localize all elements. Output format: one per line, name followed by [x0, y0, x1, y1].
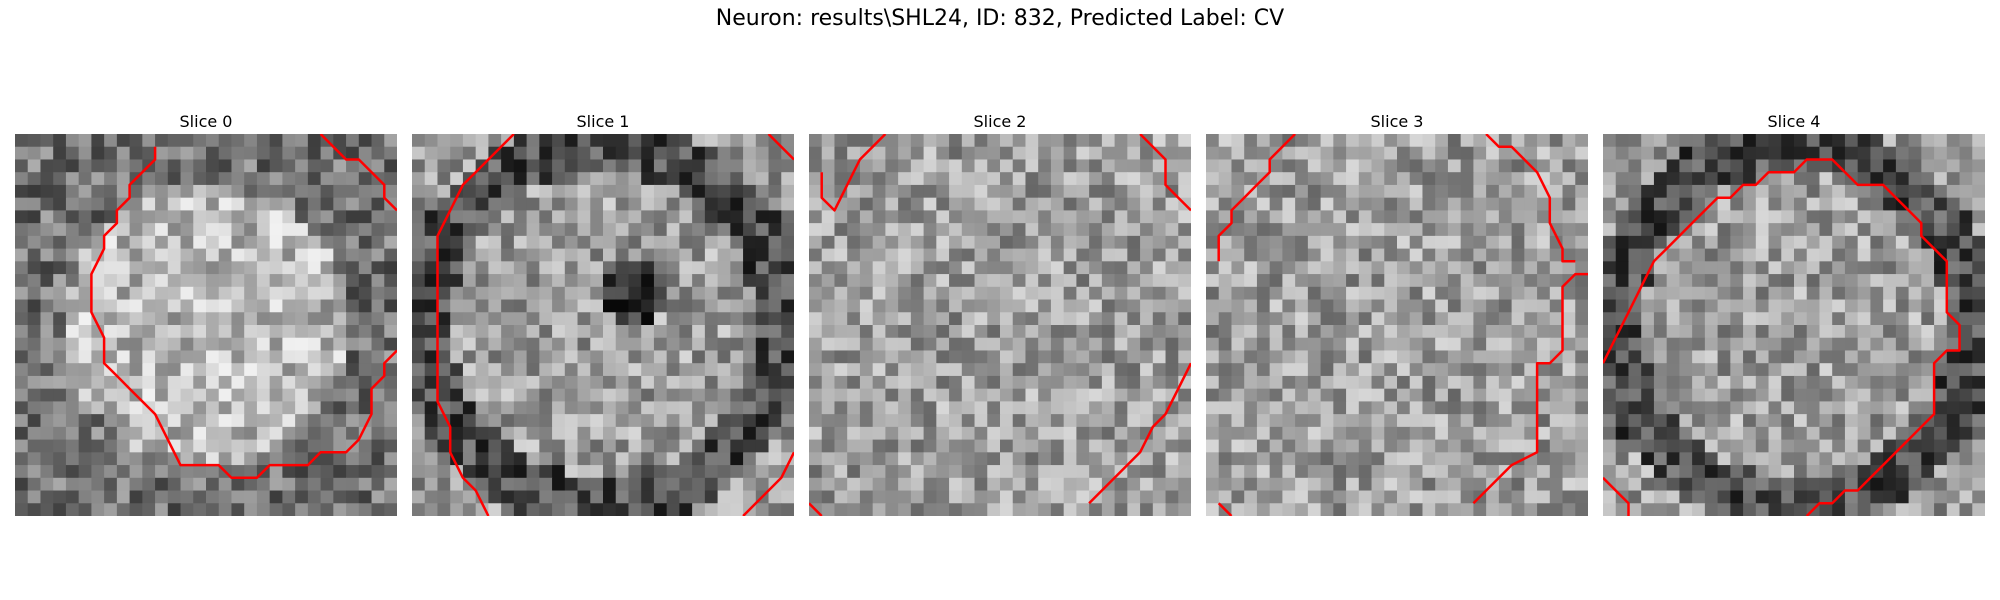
slice-title: Slice 4: [1767, 112, 1821, 131]
slice-title: Slice 3: [1370, 112, 1424, 131]
slice-image-4: [1603, 134, 1985, 516]
slice-panel-4: Slice 4: [1603, 112, 1985, 516]
contour-line: [1217, 134, 1296, 262]
slice-title: Slice 2: [973, 112, 1027, 131]
contour-line: [436, 134, 515, 516]
contour-line: [90, 146, 397, 480]
slice-image-1: [412, 134, 794, 516]
pixel-grid: [1206, 134, 1588, 516]
contour-line: [767, 134, 794, 161]
pixel-grid: [1603, 134, 1985, 516]
figure-title: Neuron: results\SHL24, ID: 832, Predicte…: [715, 6, 1285, 31]
contour-line: [742, 451, 794, 516]
contour-line: [319, 134, 397, 212]
contour-line: [1139, 134, 1191, 212]
slice-image-3: [1206, 134, 1588, 516]
slice-image-0: [15, 134, 397, 516]
pixel-grid: [809, 134, 1191, 516]
slice-panel-3: Slice 3: [1206, 112, 1588, 516]
contour-line: [1217, 502, 1233, 516]
slice-panel-2: Slice 2: [809, 112, 1191, 516]
contour-line: [820, 134, 887, 212]
contour-line: [809, 502, 823, 516]
slice-panel-0: Slice 0: [15, 112, 397, 516]
slice-panel-1: Slice 1: [412, 112, 794, 516]
contour-line: [1088, 362, 1191, 505]
contour-line: [1603, 158, 1961, 516]
slice-title: Slice 1: [576, 112, 630, 131]
contour-line: [1603, 476, 1630, 516]
slice-image-2: [809, 134, 1191, 516]
pixel-grid: [412, 134, 794, 516]
slice-title: Slice 0: [179, 112, 233, 131]
contour-line: [1485, 134, 1576, 263]
contour-line: [1472, 272, 1588, 505]
pixel-grid: [15, 134, 397, 516]
